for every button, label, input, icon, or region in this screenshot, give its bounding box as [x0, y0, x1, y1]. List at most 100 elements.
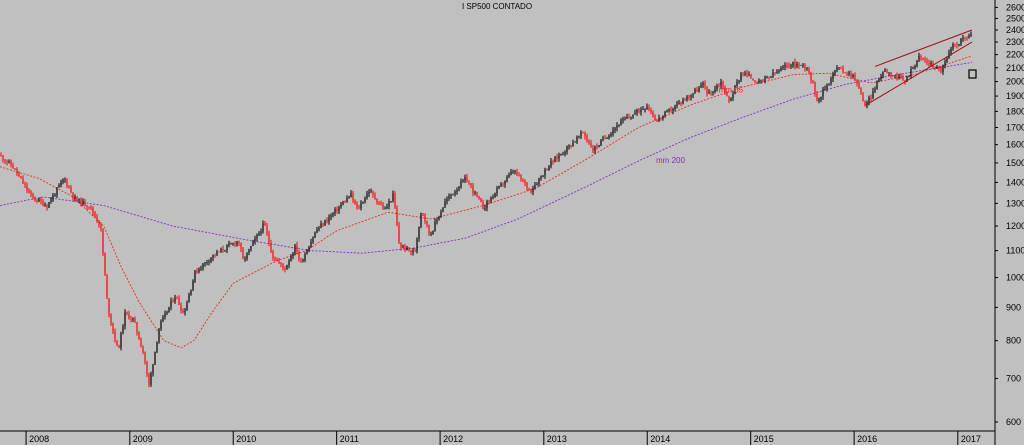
candle-body [840, 67, 842, 69]
candle-body [286, 264, 288, 270]
candle-body [736, 81, 738, 86]
candle-body [162, 317, 164, 322]
candle-body [164, 313, 166, 318]
candle-body [762, 79, 764, 81]
candle-body [144, 352, 146, 363]
candle-body [38, 199, 40, 202]
candle-body [504, 181, 506, 185]
candle-body [842, 67, 844, 73]
candle-body [930, 63, 932, 65]
candle-body [128, 313, 130, 319]
candle-body [34, 197, 36, 201]
candle-body [250, 246, 252, 250]
candle-body [906, 76, 908, 82]
candle-body [346, 197, 348, 203]
candle-body [394, 193, 396, 209]
candle-body [644, 108, 646, 110]
candle-body [498, 185, 500, 189]
candle-body [874, 89, 876, 91]
candle-body [772, 72, 774, 77]
candle-body [640, 109, 642, 113]
candle-body [24, 183, 26, 186]
candle-body [396, 208, 398, 226]
candle-body [550, 161, 552, 167]
candle-body [774, 72, 776, 74]
candle-body [900, 75, 902, 78]
candle-body [804, 64, 806, 69]
candle-body [88, 206, 90, 208]
candle-body [704, 83, 706, 87]
candle-body [462, 180, 464, 182]
y-tick-label: 1100 [1006, 246, 1024, 256]
candle-body [446, 198, 448, 202]
candle-body [348, 197, 350, 198]
candle-body [318, 227, 320, 230]
candle-body [314, 232, 316, 238]
candle-body [722, 81, 724, 88]
candle-body [500, 183, 502, 186]
candle-body [64, 179, 66, 181]
candle-body [706, 86, 708, 94]
candle-body [814, 82, 816, 94]
candle-body [160, 321, 162, 329]
trendline [874, 29, 973, 67]
candle-body [360, 203, 362, 209]
candle-body [352, 193, 354, 200]
candle-body [690, 95, 692, 98]
candle-body [784, 65, 786, 67]
candle-body [244, 258, 246, 260]
candle-body [138, 332, 140, 340]
candle-body [884, 69, 886, 72]
candle-body [16, 168, 18, 174]
candle-body [656, 120, 658, 122]
candle-body [90, 207, 92, 209]
candle-body [798, 63, 800, 66]
y-tick-label: 2600 [1006, 2, 1024, 12]
candle-body [152, 364, 154, 374]
candle-body [40, 199, 42, 202]
x-tick-label: 2012 [443, 434, 463, 444]
candle-body [82, 200, 84, 205]
candle-body [72, 192, 74, 199]
candle-body [48, 202, 50, 208]
x-tick-label: 2017 [961, 434, 981, 444]
candle-body [172, 300, 174, 302]
candle-body [4, 160, 6, 162]
candle-body [952, 43, 954, 49]
candle-body [726, 91, 728, 97]
candle-body [216, 251, 218, 256]
y-tick-label: 800 [1006, 336, 1021, 346]
candle-body [342, 202, 344, 205]
candle-body [628, 116, 630, 118]
candle-body [102, 228, 104, 254]
candle-body [242, 249, 244, 259]
candle-body [602, 138, 604, 140]
candle-body [672, 109, 674, 112]
candle-body [326, 220, 328, 222]
candle-body [950, 48, 952, 53]
y-tick-label: 1700 [1006, 123, 1024, 133]
candle-body [92, 207, 94, 214]
candle-body [486, 200, 488, 208]
candle-body [306, 250, 308, 255]
candle-body [558, 155, 560, 159]
x-tick-label: 2010 [236, 434, 256, 444]
candle-body [328, 217, 330, 222]
candle-body [912, 67, 914, 69]
candle-body [414, 250, 416, 252]
candle-body [894, 75, 896, 77]
candle-body [880, 76, 882, 80]
candle-body [586, 136, 588, 141]
candle-body [966, 37, 968, 39]
candle-body [142, 347, 144, 353]
candle-body [358, 207, 360, 209]
candle-body [674, 105, 676, 110]
candle-body [572, 142, 574, 147]
candle-body [76, 197, 78, 201]
candle-body [22, 178, 24, 184]
candle-body [220, 248, 222, 252]
candle-body [854, 74, 856, 81]
candle-body [42, 201, 44, 206]
x-axis: 2008 2009 2010 2011 2012 2013 2014 2015 2016 2017 [0, 430, 995, 445]
candle-body [540, 176, 542, 179]
